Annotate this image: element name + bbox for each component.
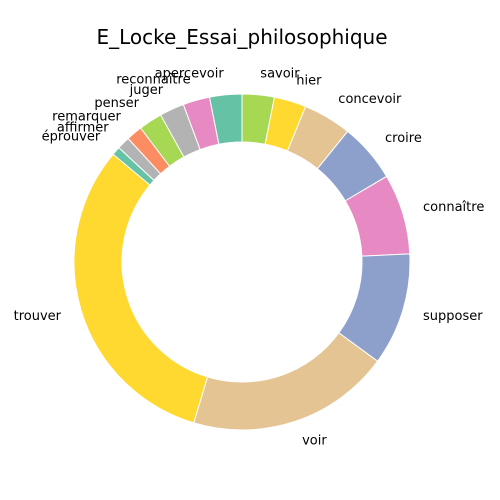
slice-trouver	[73, 153, 209, 424]
slice-label-affirmer: affirmer	[57, 121, 109, 136]
slice-label-remarquer: remarquer	[52, 110, 121, 125]
slice-label-apercevoir: apercevoir	[155, 66, 225, 81]
slice-label-trouver: trouver	[14, 309, 62, 324]
slice-label-concevoir: concevoir	[338, 92, 402, 107]
slice-voir	[193, 332, 379, 431]
donut-slices	[73, 93, 411, 431]
slice-label-savoir: savoir	[260, 66, 300, 81]
slice-apercevoir	[208, 93, 243, 145]
slice-label-supposer: supposer	[423, 309, 483, 324]
slice-label-hier: hier	[296, 74, 322, 89]
slice-label-croire: croire	[385, 131, 422, 146]
slice-label-penser: penser	[94, 96, 139, 111]
slice-label-juger: juger	[129, 83, 164, 98]
slice-label-voir: voir	[302, 434, 327, 449]
slice-label-eprouver: éprouver	[42, 130, 101, 145]
slice-label-connaitre: connaître	[423, 200, 484, 215]
slice-label-reconnaitre: reconnaître	[116, 73, 190, 88]
chart-title: E_Locke_Essai_philosophique	[96, 25, 387, 49]
